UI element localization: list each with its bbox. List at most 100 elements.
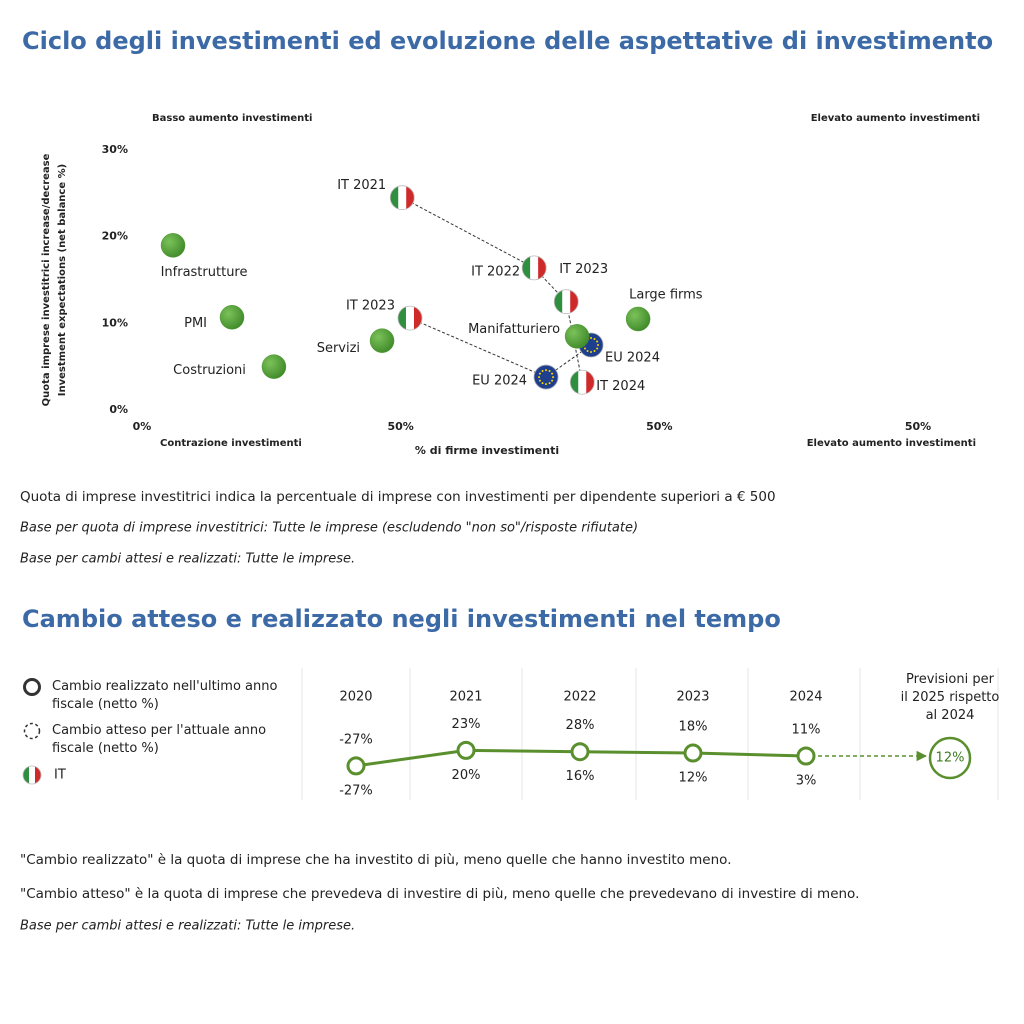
eu-star bbox=[583, 347, 586, 350]
flag-stripe bbox=[586, 370, 595, 395]
flag-stripe bbox=[35, 766, 42, 784]
point-label: IT 2022 bbox=[471, 264, 520, 279]
marker bbox=[796, 746, 816, 766]
marker bbox=[456, 740, 476, 760]
eu-star bbox=[545, 369, 548, 372]
x-tick-label: 2022 bbox=[563, 690, 596, 705]
flag-it bbox=[23, 766, 42, 784]
point-label: Large firms bbox=[629, 288, 703, 303]
trajectory-line bbox=[401, 197, 583, 383]
note: "Cambio atteso" è la quota di imprese ch… bbox=[20, 886, 859, 902]
flag-stripe bbox=[406, 185, 415, 210]
point bbox=[219, 305, 245, 330]
flag-stripe bbox=[562, 289, 571, 314]
chart-title: Ciclo degli investimenti ed evoluzione d… bbox=[22, 27, 993, 55]
point bbox=[625, 306, 651, 332]
point-label: EU 2024 bbox=[605, 351, 660, 366]
y-tick-label: 10% bbox=[102, 316, 128, 329]
value-label: 28% bbox=[566, 718, 595, 733]
y-tick-label: 30% bbox=[102, 143, 128, 156]
dot bbox=[625, 306, 651, 332]
x-tick-label: 50% bbox=[646, 420, 672, 433]
point-label: Manifatturiero bbox=[468, 322, 560, 337]
flag-stripe bbox=[530, 255, 539, 280]
eu-star bbox=[590, 337, 593, 339]
dot bbox=[564, 324, 590, 349]
flag-stripe bbox=[398, 185, 407, 210]
value-label: 3% bbox=[796, 774, 817, 789]
flag-stripe bbox=[390, 185, 399, 210]
eu-star bbox=[593, 337, 596, 340]
flag-stripe bbox=[578, 370, 587, 395]
flag-stripe bbox=[29, 766, 36, 784]
flag-rim bbox=[389, 185, 415, 211]
eu-star bbox=[586, 350, 589, 353]
x-tick-label: 50% bbox=[387, 420, 413, 433]
eu-star bbox=[551, 379, 554, 382]
eu-star bbox=[551, 372, 554, 375]
dot bbox=[261, 354, 287, 379]
point bbox=[521, 255, 547, 281]
flag-stripe bbox=[413, 306, 423, 331]
flag-rim bbox=[521, 255, 547, 281]
y-tick-label: 0% bbox=[109, 403, 128, 416]
value-label: 11% bbox=[792, 723, 821, 738]
flag-stripe bbox=[570, 370, 579, 395]
eu-star bbox=[548, 370, 551, 373]
point-label: IT 2024 bbox=[596, 379, 645, 394]
flag-stripe bbox=[405, 306, 415, 331]
point bbox=[389, 185, 415, 211]
value-label: 12% bbox=[936, 751, 965, 766]
note: Base per cambi attesi e realizzati: Tutt… bbox=[20, 552, 355, 567]
note: Quota di imprese investitrici indica la … bbox=[20, 489, 776, 505]
legend-label: IT bbox=[54, 768, 66, 783]
x-tick-label: 2021 bbox=[449, 690, 482, 705]
point-label: Costruzioni bbox=[173, 363, 246, 378]
flag-stripe bbox=[23, 766, 30, 784]
dot bbox=[160, 233, 186, 258]
value-label: 23% bbox=[452, 717, 481, 732]
flag-stripe bbox=[522, 255, 531, 280]
flag-it bbox=[522, 255, 547, 280]
x-tick-label: Previsioni per il 2025 rispetto al 2024 bbox=[901, 672, 1000, 723]
marker bbox=[570, 742, 590, 762]
flag-it bbox=[390, 185, 415, 210]
eu-star bbox=[590, 351, 593, 353]
marker bbox=[683, 743, 703, 763]
x-tick-label: 2023 bbox=[676, 690, 709, 705]
point bbox=[369, 328, 395, 353]
eu-star bbox=[596, 340, 599, 343]
x-tick-label: 0% bbox=[133, 420, 152, 433]
note: Base per cambi attesi e realizzati: Tutt… bbox=[20, 919, 355, 934]
x-tick-label: 50% bbox=[905, 420, 931, 433]
point bbox=[533, 364, 559, 390]
point-label: IT 2023 bbox=[346, 299, 395, 314]
eu-star bbox=[538, 376, 541, 379]
chart-title: Cambio atteso e realizzato negli investi… bbox=[22, 605, 781, 633]
point bbox=[397, 305, 423, 331]
flag-eu bbox=[533, 364, 559, 390]
legend-label: Cambio atteso per l'attuale anno fiscale … bbox=[52, 723, 266, 756]
quadrant-label: Elevato aumento investimenti bbox=[807, 438, 976, 449]
eu-star bbox=[538, 379, 541, 382]
x-tick-label: 2024 bbox=[789, 690, 822, 705]
eu-star bbox=[538, 372, 541, 375]
eu-star bbox=[597, 344, 600, 346]
flag-it bbox=[570, 370, 595, 395]
value-label: 20% bbox=[452, 768, 481, 783]
value-label: 12% bbox=[679, 771, 708, 786]
point-label: IT 2021 bbox=[337, 178, 386, 193]
eu-star bbox=[545, 383, 548, 386]
eu-star bbox=[548, 382, 551, 385]
value-label: -27% bbox=[339, 732, 373, 747]
y-tick-label: 20% bbox=[102, 230, 128, 243]
point bbox=[553, 289, 579, 315]
quadrant-label: Elevato aumento investimenti bbox=[811, 113, 980, 124]
flag-stripe bbox=[538, 255, 547, 280]
note: "Cambio realizzato" è la quota di impres… bbox=[20, 852, 732, 868]
dot bbox=[219, 305, 245, 330]
legend-swatch bbox=[23, 722, 41, 740]
eu-star bbox=[596, 347, 599, 350]
flag-rim bbox=[553, 289, 579, 315]
